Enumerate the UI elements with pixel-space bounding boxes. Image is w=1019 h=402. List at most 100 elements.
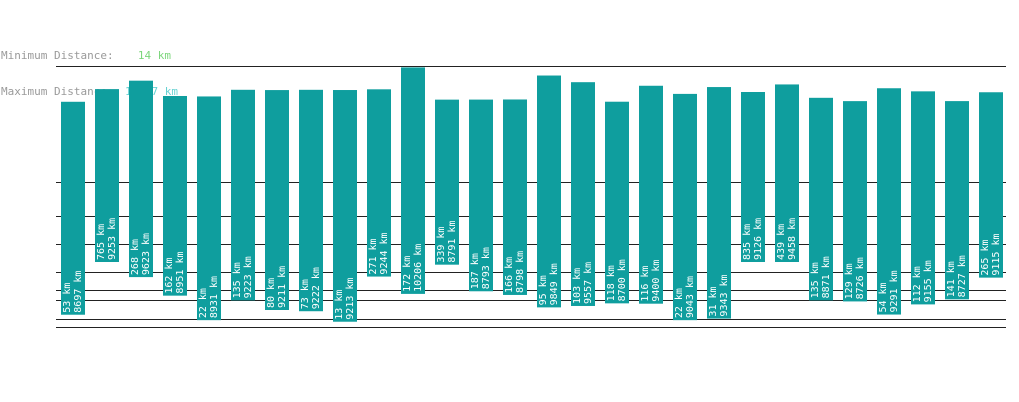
bar-label-lower: 765 km	[96, 224, 107, 260]
bar-group: 141 km 8727 km	[945, 101, 969, 300]
bar	[877, 88, 901, 315]
bar-label-upper: 9557 km	[583, 262, 594, 304]
bar	[401, 67, 425, 294]
bar-label-lower: 73 km	[300, 279, 311, 309]
bar-label-upper: 8700 km	[617, 259, 628, 301]
bar-label-lower: 31 km	[708, 286, 719, 316]
bar-group: 73 km 9222 km	[299, 89, 323, 312]
bar-label-upper: 9849 km	[549, 263, 560, 305]
bar-group: 103 km 9557 km	[571, 82, 595, 306]
bar-label-lower: 439 km	[776, 224, 787, 260]
bar-group: 265 km 9115 km	[979, 92, 1003, 278]
min-distance-value: 14 km	[137, 49, 171, 62]
bar-group: 13 km 9213 km	[333, 90, 357, 322]
bar	[911, 91, 935, 305]
bar-label-upper: 9291 km	[889, 270, 900, 312]
bar	[265, 90, 289, 311]
bar	[503, 99, 527, 295]
bar-label-upper: 9222 km	[311, 267, 322, 309]
bar-group: 439 km 9458 km	[775, 84, 799, 263]
bar	[61, 101, 85, 315]
bar	[163, 95, 187, 296]
bar-label-upper: 8793 km	[481, 247, 492, 289]
bar-group: 268 km 9623 km	[129, 80, 153, 278]
bar-label-upper: 9115 km	[991, 233, 1002, 275]
bar-label-lower: 166 km	[504, 257, 515, 293]
bar	[775, 84, 799, 263]
bar	[673, 93, 697, 321]
bar-label-lower: 339 km	[436, 227, 447, 263]
bar-label-upper: 9253 km	[107, 218, 118, 260]
bar-label-upper: 10206 km	[413, 244, 424, 292]
bar-label-lower: 112 km	[912, 266, 923, 302]
bar-group: 166 km 8798 km	[503, 99, 527, 295]
bar-label-lower: 135 km	[810, 262, 821, 298]
bar-label-lower: 80 km	[266, 278, 277, 308]
bar	[333, 90, 357, 322]
bar-group: 835 km 9126 km	[741, 92, 765, 262]
bar-label-lower: 835 km	[742, 224, 753, 260]
bar	[843, 101, 867, 302]
bar	[435, 99, 459, 265]
bar-group: 112 km 9155 km	[911, 91, 935, 305]
bar-label-lower: 22 km	[674, 288, 685, 318]
bar-label-lower: 53 km	[62, 283, 73, 313]
min-distance-label: Minimum Distance:	[1, 49, 114, 62]
bar-group: 271 km 9244 km	[367, 89, 391, 277]
bar-group: 135 km 8871 km	[809, 97, 833, 301]
bar-label-upper: 9043 km	[685, 276, 696, 318]
bar-label-lower: 13 km	[334, 290, 345, 320]
bar	[571, 82, 595, 306]
bar	[299, 89, 323, 312]
bar	[537, 75, 561, 308]
bar-label-upper: 8697 km	[73, 271, 84, 313]
bar-label-upper: 8726 km	[855, 257, 866, 299]
bar-label-upper: 8798 km	[515, 251, 526, 293]
bar-label-lower: 54 km	[878, 282, 889, 312]
bar-label-upper: 9623 km	[141, 233, 152, 275]
bar-label-lower: 141 km	[946, 261, 957, 297]
bar-label-upper: 8791 km	[447, 221, 458, 263]
bar	[741, 92, 765, 262]
bar	[707, 87, 731, 319]
bar-label-lower: 118 km	[606, 265, 617, 301]
bar	[95, 89, 119, 262]
bar-group: 135 km 9223 km	[231, 89, 255, 301]
bar	[129, 80, 153, 278]
bar-label-lower: 116 km	[640, 266, 651, 302]
bar-label-upper: 9244 km	[379, 232, 390, 274]
bar-group: 22 km 9043 km	[673, 93, 697, 321]
bar	[197, 96, 221, 321]
bar-label-upper: 8931 km	[209, 276, 220, 318]
bar-group: 53 km 8697 km	[61, 101, 85, 315]
bar-label-lower: 172 km	[402, 256, 413, 292]
bar	[809, 97, 833, 301]
bar-group: 129 km 8726 km	[843, 101, 867, 302]
bar-group: 31 km 9343 km	[707, 87, 731, 319]
bar-label-lower: 129 km	[844, 263, 855, 299]
bar-label-upper: 9155 km	[923, 260, 934, 302]
bar-group: 162 km 8951 km	[163, 95, 187, 296]
bar	[639, 85, 663, 304]
bar	[469, 99, 493, 292]
bar-group: 765 km 9253 km	[95, 89, 119, 262]
bar-label-lower: 95 km	[538, 275, 549, 305]
bar-label-upper: 9343 km	[719, 274, 730, 316]
bar	[367, 89, 391, 277]
bar-group: 95 km 9849 km	[537, 75, 561, 308]
bar-label-lower: 268 km	[130, 239, 141, 275]
bar-label-lower: 135 km	[232, 262, 243, 298]
bar-group: 187 km 8793 km	[469, 99, 493, 292]
bar-label-lower: 187 km	[470, 253, 481, 289]
bar-label-upper: 9211 km	[277, 266, 288, 308]
bar-label-lower: 265 km	[980, 240, 991, 276]
bar-label-lower: 103 km	[572, 268, 583, 304]
bar-label-upper: 9223 km	[243, 256, 254, 298]
min-distance-row: Minimum Distance: 14 km	[1, 50, 171, 62]
bar-label-upper: 9400 km	[651, 260, 662, 302]
bar-label-lower: 162 km	[164, 258, 175, 294]
bar	[979, 92, 1003, 278]
bar-label-upper: 9213 km	[345, 278, 356, 320]
